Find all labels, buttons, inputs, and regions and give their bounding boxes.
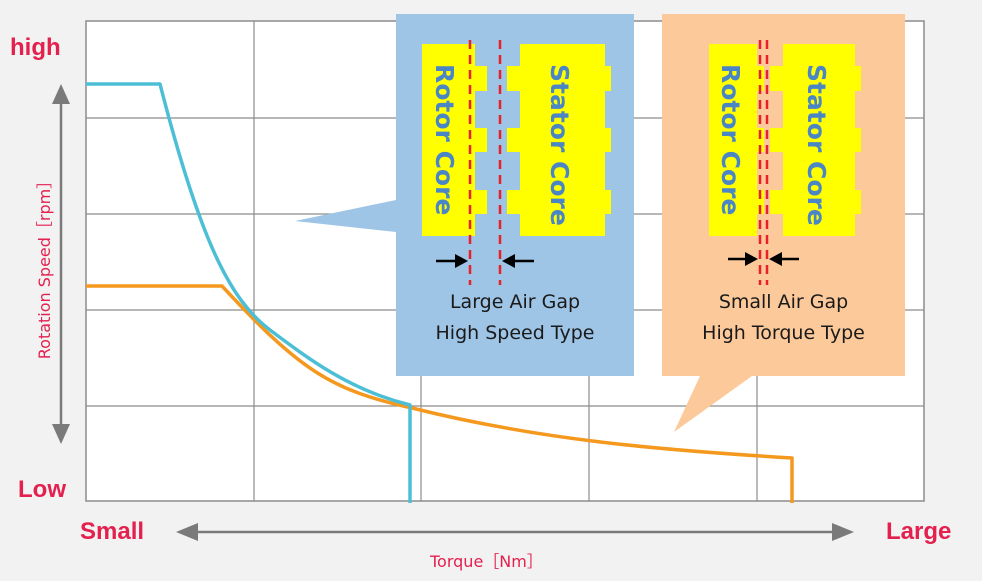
stator-core-label-right: Stator Core: [802, 64, 831, 226]
callout-right-caption-line1: Small Air Gap: [718, 291, 849, 313]
callout-large-air-gap: Rotor Core Stator Core: [295, 14, 634, 376]
y-axis-low-label: Low: [18, 476, 66, 503]
x-axis-large-label: Large: [886, 518, 952, 545]
y-axis-title: Rotation Speed［rpm］: [35, 172, 54, 360]
callout-left-caption: Large Air Gap High Speed Type: [398, 287, 632, 349]
air-gap-lines-left: [468, 40, 502, 285]
stator-core-shape-right: [770, 44, 861, 236]
callout-left-caption-line2: High Speed Type: [435, 322, 595, 344]
y-axis-high-label: high: [10, 34, 61, 61]
x-axis-title: Torque［Nm］: [430, 552, 543, 571]
y-axis-arrow: [52, 84, 70, 444]
x-axis-arrow: [176, 523, 854, 541]
gap-arrows-right: [728, 252, 799, 266]
gap-arrows-left: [436, 254, 534, 268]
stator-core-shape-left: [507, 44, 611, 236]
callout-right-caption: Small Air Gap High Torque Type: [664, 287, 903, 349]
x-axis-small-label: Small: [80, 518, 145, 545]
high-torque-curve: [86, 284, 794, 503]
high-speed-curve: [86, 82, 412, 503]
rotor-core-shape-right: [709, 44, 764, 236]
callout-right-caption-line2: High Torque Type: [702, 322, 865, 344]
air-gap-lines-right: [758, 40, 769, 285]
callout-small-air-gap: Rotor Core Stator Core: [662, 14, 905, 432]
rotor-core-label-right: Rotor Core: [716, 64, 745, 215]
callout-left-caption-line1: Large Air Gap: [449, 291, 581, 313]
stator-core-label-left: Stator Core: [545, 64, 574, 226]
rotor-core-label-left: Rotor Core: [430, 64, 459, 215]
